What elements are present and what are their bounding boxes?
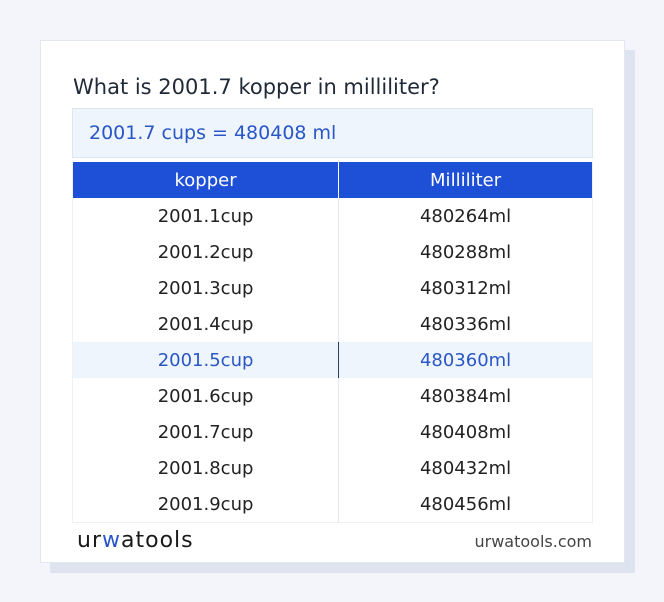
page-title: What is 2001.7 kopper in milliliter? [73, 75, 440, 99]
logo-text-prefix: ur [77, 528, 102, 553]
cell-ml: 480456ml [419, 493, 512, 515]
table-row: 2001.3cup 480312ml [72, 270, 593, 306]
conversion-card: What is 2001.7 kopper in milliliter? 200… [40, 40, 625, 563]
cell-ml: 480336ml [419, 313, 512, 335]
cell-ml: 480384ml [419, 385, 512, 407]
logo-text-highlight: w [102, 528, 121, 553]
cell-cup: 2001.5cup [72, 342, 340, 378]
cell-cup: 2001.4cup [72, 306, 340, 342]
table-row: 2001.8cup 480432ml [72, 450, 593, 486]
cell-cup: 2001.1cup [72, 198, 340, 234]
cell-cup: 2001.2cup [72, 234, 340, 270]
table-row: 2001.9cup 480456ml [72, 486, 593, 523]
cell-cup: 2001.8cup [72, 450, 340, 486]
cell-ml: 480360ml [338, 342, 593, 378]
table-row: 2001.1cup 480264ml [72, 198, 593, 234]
cell-ml: 480264ml [419, 205, 512, 227]
result-box: 2001.7 cups = 480408 ml [72, 108, 593, 158]
cell-cup: 2001.9cup [72, 486, 340, 523]
cell-cup: 2001.6cup [72, 378, 340, 414]
urwatools-logo[interactable]: urwatools [77, 526, 194, 556]
table-row: 2001.6cup 480384ml [72, 378, 593, 414]
cell-ml: 480432ml [419, 457, 512, 479]
table-row-highlighted: 2001.5cup 480360ml [72, 342, 593, 378]
header-kopper: kopper [72, 162, 340, 198]
table-header-row: kopper Milliliter [72, 162, 593, 198]
conversion-table: kopper Milliliter 2001.1cup 480264ml 200… [72, 162, 593, 523]
logo-text-suffix: atools [121, 528, 194, 553]
table-row: 2001.7cup 480408ml [72, 414, 593, 450]
table-row: 2001.4cup 480336ml [72, 306, 593, 342]
cell-cup: 2001.3cup [72, 270, 340, 306]
header-milliliter: Milliliter [338, 162, 593, 198]
site-link[interactable]: urwatools.com [474, 532, 593, 551]
cell-ml: 480408ml [419, 421, 512, 443]
cell-cup: 2001.7cup [72, 414, 340, 450]
cell-ml: 480288ml [419, 241, 512, 263]
cell-ml: 480312ml [419, 277, 512, 299]
table-row: 2001.2cup 480288ml [72, 234, 593, 270]
